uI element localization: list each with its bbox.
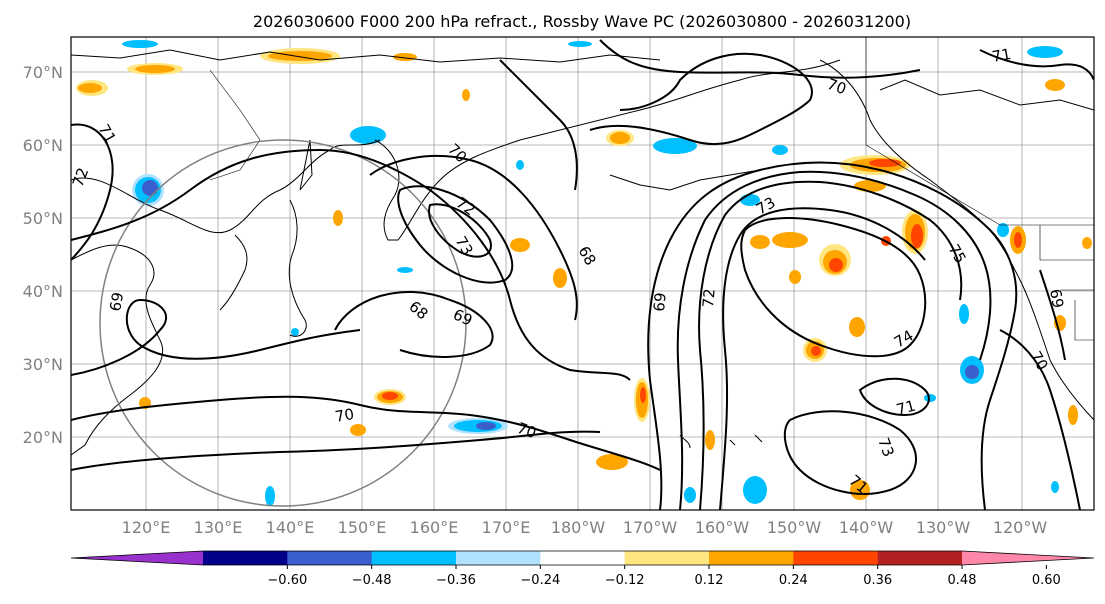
latitude-labels: 70°N 60°N 50°N 40°N 30°N 20°N bbox=[23, 63, 63, 447]
colorbar-bin bbox=[203, 551, 288, 565]
lon-label: 120°W bbox=[993, 518, 1048, 537]
longitude-labels: 120°E 130°E 140°E 150°E 160°E 170°E 180°… bbox=[122, 518, 1048, 537]
colorbar-tick-label: 0.12 bbox=[695, 573, 724, 588]
contour-label: 70 bbox=[334, 405, 356, 426]
colorbar-tick-label: 0.36 bbox=[863, 573, 892, 588]
lat-label: 70°N bbox=[23, 63, 63, 82]
contour-label: 69 bbox=[106, 291, 127, 313]
lon-label: 140°W bbox=[839, 518, 894, 537]
colorbar-bin bbox=[287, 551, 373, 565]
lon-label: 170°E bbox=[482, 518, 531, 537]
contour-label: 69 bbox=[1046, 288, 1067, 310]
graticule bbox=[71, 37, 1094, 510]
contour-label: 72 bbox=[69, 165, 92, 189]
colorbar-tick-label: −0.60 bbox=[267, 573, 307, 588]
colorbar-tick-label: 0.48 bbox=[948, 573, 977, 588]
lat-label: 30°N bbox=[23, 355, 63, 374]
lon-label: 150°E bbox=[338, 518, 387, 537]
lon-label: 130°E bbox=[194, 518, 243, 537]
map-background bbox=[71, 37, 1094, 510]
colorbar-tick-label: −0.48 bbox=[352, 573, 392, 588]
contour-label: 70 bbox=[515, 419, 539, 442]
colorbar-tick-label: 0.24 bbox=[779, 573, 808, 588]
colorbar-extend-low bbox=[71, 551, 203, 565]
colorbar: −0.60 −0.48 −0.36 −0.24 −0.12 0.12 0.24 0.36 0.4… bbox=[70, 550, 1095, 588]
contour-label: 70 bbox=[825, 75, 849, 98]
colorbar-bin bbox=[371, 551, 457, 565]
borders bbox=[209, 37, 1094, 341]
colorbar-bin bbox=[877, 551, 963, 565]
colorbar-tick-label: −0.24 bbox=[520, 573, 560, 588]
lat-label: 50°N bbox=[23, 209, 63, 228]
map-frame bbox=[70, 36, 1095, 511]
lon-label: 170°W bbox=[623, 518, 678, 537]
map-title: 2026030600 F000 200 hPa refract., Rossby… bbox=[253, 12, 911, 31]
colorbar-bin bbox=[540, 551, 626, 565]
lon-label: 120°E bbox=[122, 518, 171, 537]
focus-circle bbox=[99, 139, 467, 507]
contour-label: 71 bbox=[894, 397, 917, 419]
colorbar-tick-label: −0.36 bbox=[436, 573, 476, 588]
map-panel: 71 72 70 70 72 73 68 69 68 69 70 70 69 7… bbox=[69, 36, 1095, 511]
colorbar-bin bbox=[793, 551, 879, 565]
colorbar-outline bbox=[70, 550, 1095, 566]
lon-label: 180°W bbox=[551, 518, 606, 537]
colorbar-bin bbox=[709, 551, 794, 565]
colorbar-tick-label: 0.60 bbox=[1032, 573, 1061, 588]
colorbar-tick-label: −0.12 bbox=[605, 573, 645, 588]
colorbar-extend-high bbox=[962, 551, 1094, 565]
lon-label: 130°W bbox=[916, 518, 971, 537]
contours bbox=[71, 39, 1094, 510]
lat-label: 60°N bbox=[23, 136, 63, 155]
lon-label: 140°E bbox=[266, 518, 315, 537]
lon-label: 150°W bbox=[767, 518, 822, 537]
lat-label: 40°N bbox=[23, 282, 63, 301]
contour-label: 72 bbox=[699, 288, 719, 309]
colorbar-bin bbox=[624, 551, 710, 565]
lon-label: 160°W bbox=[695, 518, 750, 537]
shaded-anomalies bbox=[76, 40, 1092, 506]
contour-label: 73 bbox=[874, 435, 897, 459]
contour-label: 69 bbox=[650, 292, 670, 313]
contour-label: 71 bbox=[991, 45, 1013, 66]
lon-label: 160°E bbox=[410, 518, 459, 537]
colorbar-bin bbox=[456, 551, 541, 565]
lat-label: 20°N bbox=[23, 428, 63, 447]
